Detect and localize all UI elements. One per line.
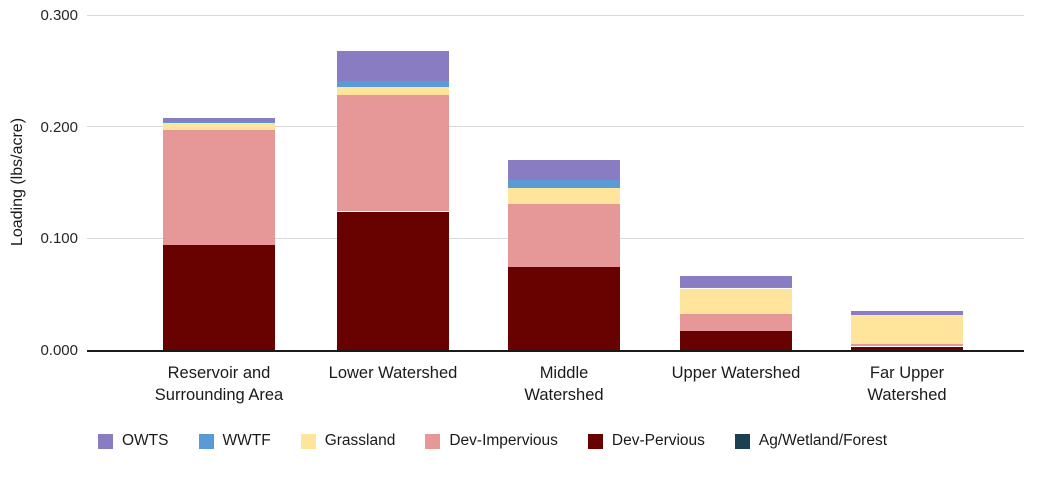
bar-segment-owts (163, 118, 275, 122)
category-label: Reservoir and Surrounding Area (127, 362, 311, 406)
legend-label: Ag/Wetland/Forest (758, 432, 888, 449)
bar-segment-dev-impervious (337, 95, 449, 211)
y-tick-label: 0.000 (40, 342, 78, 359)
legend-item-dev-impervious: Dev-Impervious (425, 432, 558, 450)
category-label: Middle Watershed (472, 362, 656, 406)
gridline (87, 14, 1024, 16)
category-label-line: Watershed (867, 386, 947, 404)
category-label-line: Middle (539, 364, 589, 382)
legend-swatch (587, 433, 603, 449)
y-tick-label: 0.200 (40, 118, 78, 136)
bar-segment-grassland (163, 123, 275, 130)
legend-swatch (734, 433, 750, 449)
category-label: Upper Watershed (644, 362, 828, 384)
legend-item-dev-pervious: Dev-Pervious (587, 432, 705, 450)
category-label-line: Watershed (524, 386, 604, 404)
bar-segment-dev-impervious (851, 344, 963, 346)
bar-segment-dev-impervious (508, 204, 620, 267)
bar-segment-owts (851, 311, 963, 315)
gridline (87, 126, 1024, 128)
legend-item-wwtf: WWTF (198, 432, 271, 450)
bar-segment-wwtf (337, 81, 449, 87)
bar-segment-owts (337, 51, 449, 81)
bar-segment-dev-pervious (337, 212, 449, 350)
bar-segment-wwtf (680, 287, 792, 288)
category-label-line: Lower Watershed (328, 364, 458, 382)
bar-segment-dev-pervious (508, 266, 620, 350)
legend-label: OWTS (122, 432, 169, 449)
legend-swatch (198, 433, 214, 449)
bar-segment-dev-pervious (163, 245, 275, 350)
bar-segment-grassland (680, 289, 792, 314)
bar-segment-dev-impervious (163, 130, 275, 245)
legend-label: Grassland (324, 432, 396, 449)
bar-segment-dev-impervious (680, 313, 792, 331)
category-label-line: Reservoir and (167, 364, 271, 382)
legend-label: WWTF (222, 432, 271, 449)
bar-segment-wwtf (508, 180, 620, 188)
legend-label: Dev-Pervious (611, 432, 705, 449)
legend-label: Dev-Impervious (449, 432, 558, 449)
legend-item-grassland: Grassland (300, 432, 396, 450)
bar-segment-wwtf (163, 122, 275, 123)
legend-item-owts: OWTS (98, 432, 169, 450)
legend: OWTS WWTF Grassland Dev-Impervious Dev-Pervi… (98, 432, 887, 450)
bar-segment-dev-pervious (851, 347, 963, 350)
bar-segment-grassland (337, 86, 449, 95)
category-label-line: Surrounding Area (154, 386, 284, 404)
bar-segment-grassland (508, 188, 620, 204)
bar-segment-dev-pervious (680, 331, 792, 350)
legend-swatch (98, 433, 113, 449)
y-tick-label: 0.100 (40, 230, 78, 248)
x-axis-line (87, 350, 1024, 352)
bar-segment-owts (680, 276, 792, 287)
bar-segment-owts (508, 160, 620, 180)
category-label-line: Far Upper (869, 364, 945, 382)
bar-segment-grassland (851, 315, 963, 344)
y-tick-label: 0.300 (40, 7, 78, 24)
category-label: Lower Watershed (301, 362, 485, 384)
category-label-line: Upper Watershed (671, 364, 801, 382)
category-label: Far Upper Watershed (815, 362, 999, 406)
legend-item-ag-wetland-forest: Ag/Wetland/Forest (734, 432, 888, 450)
legend-swatch (300, 433, 316, 449)
legend-swatch (425, 433, 441, 449)
